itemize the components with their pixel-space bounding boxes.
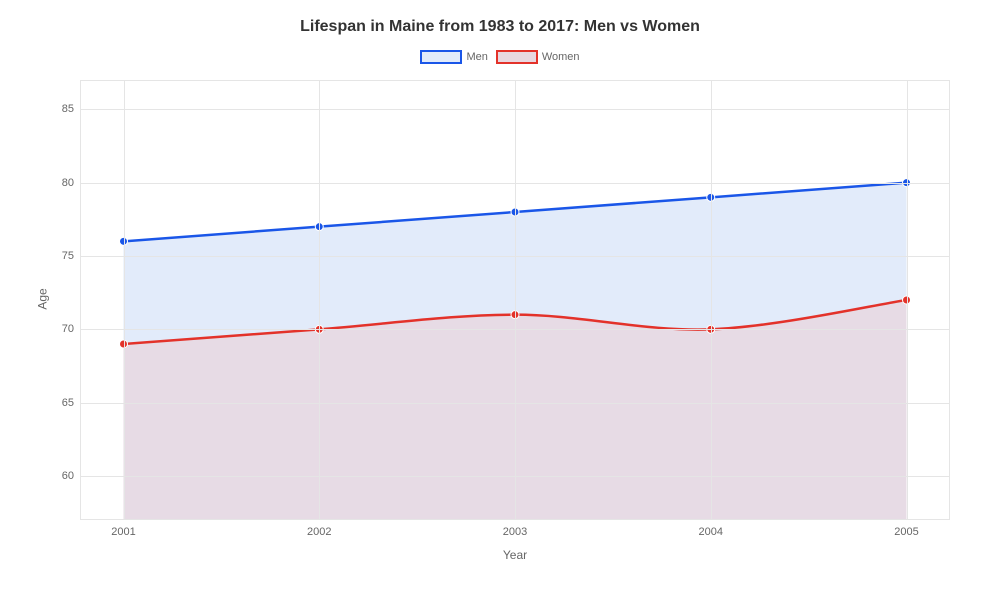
x-tick-label: 2005 [894,526,918,538]
x-axis-title: Year [503,548,527,562]
gridline-v [711,80,712,520]
legend-label-women: Women [542,51,580,63]
y-tick-label: 60 [62,470,74,482]
x-tick-label: 2001 [111,526,135,538]
y-tick-label: 75 [62,250,74,262]
x-tick-label: 2004 [699,526,723,538]
y-tick-label: 65 [62,397,74,409]
legend-item-men: Men [420,50,487,64]
legend: Men Women [0,50,1000,64]
legend-item-women: Women [496,50,580,64]
gridline-v [124,80,125,520]
legend-label-men: Men [466,51,487,63]
y-tick-label: 70 [62,323,74,335]
y-axis-title: Age [36,288,50,309]
chart-title: Lifespan in Maine from 1983 to 2017: Men… [0,18,1000,36]
legend-swatch-men [420,50,462,64]
y-tick-label: 80 [62,177,74,189]
x-tick-label: 2002 [307,526,331,538]
gridline-v [515,80,516,520]
gridline-v [907,80,908,520]
plot-area: 60657075808520012002200320042005 [80,80,950,520]
gridline-v [319,80,320,520]
legend-swatch-women [496,50,538,64]
x-tick-label: 2003 [503,526,527,538]
y-tick-label: 85 [62,103,74,115]
